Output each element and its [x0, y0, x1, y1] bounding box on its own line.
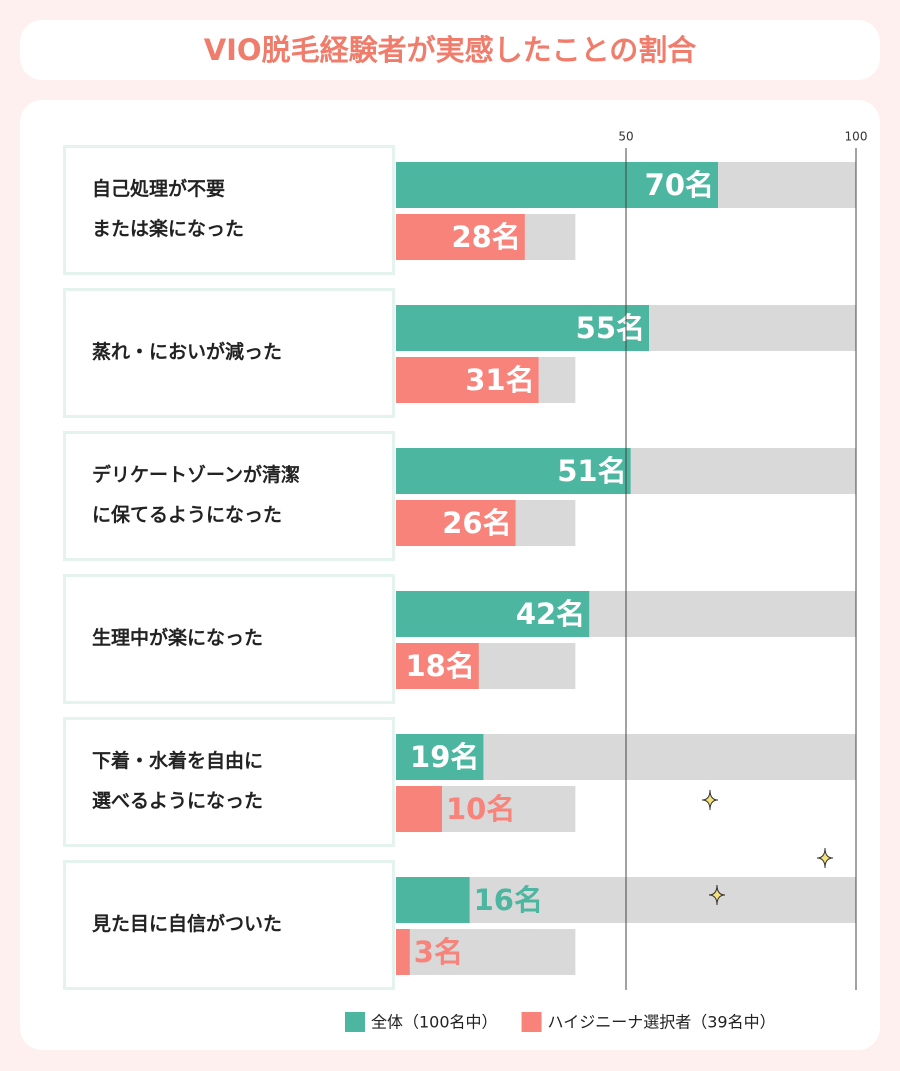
- bar: [396, 591, 590, 637]
- value-label: 51名: [557, 454, 626, 488]
- value-label: 28名: [451, 220, 520, 254]
- bar: [396, 162, 718, 208]
- value-label: 16名: [474, 883, 543, 917]
- value-label: 26名: [442, 506, 511, 540]
- sparkle: [701, 789, 719, 811]
- x-tick-label: 50: [618, 130, 633, 144]
- sparkle: [708, 884, 726, 906]
- bar: [396, 448, 631, 494]
- legend-swatch: [521, 1012, 542, 1032]
- value-label: 19名: [410, 740, 479, 774]
- bar: [396, 929, 410, 975]
- bar: [396, 305, 649, 351]
- chart-title: VIO脱毛経験者が実感したことの割合: [204, 33, 697, 67]
- category-label: 下着・水着を自由に 選べるようになった: [63, 717, 395, 847]
- legend-label: ハイジニーナ選択者（39名中）: [548, 1013, 776, 1032]
- bar-track: [396, 929, 576, 975]
- value-label: 70名: [645, 168, 714, 202]
- x-tick-label: 100: [845, 130, 868, 144]
- category-label: 生理中が楽になった: [63, 574, 395, 704]
- bar: [396, 734, 484, 780]
- sparkle: [816, 847, 834, 869]
- category-label: デリケートゾーンが清潔 に保てるようになった: [63, 431, 395, 561]
- bar: [396, 643, 479, 689]
- title-box: [20, 20, 880, 80]
- bar: [396, 500, 516, 546]
- category-label: 自己処理が不要 または楽になった: [63, 145, 395, 275]
- legend-swatch: [345, 1012, 365, 1032]
- value-label: 31名: [465, 363, 534, 397]
- value-label: 55名: [576, 311, 645, 345]
- category-label: 見た目に自信がついた: [63, 860, 395, 990]
- value-label: 18名: [405, 649, 474, 683]
- category-label: 蒸れ・においが減った: [63, 288, 395, 418]
- value-label: 42名: [516, 597, 585, 631]
- bar: [396, 214, 525, 260]
- value-label: 3名: [414, 935, 463, 969]
- bar: [396, 786, 442, 832]
- legend-label: 全体（100名中）: [371, 1013, 498, 1032]
- bar: [396, 357, 539, 403]
- value-label: 10名: [446, 792, 515, 826]
- bar: [396, 877, 470, 923]
